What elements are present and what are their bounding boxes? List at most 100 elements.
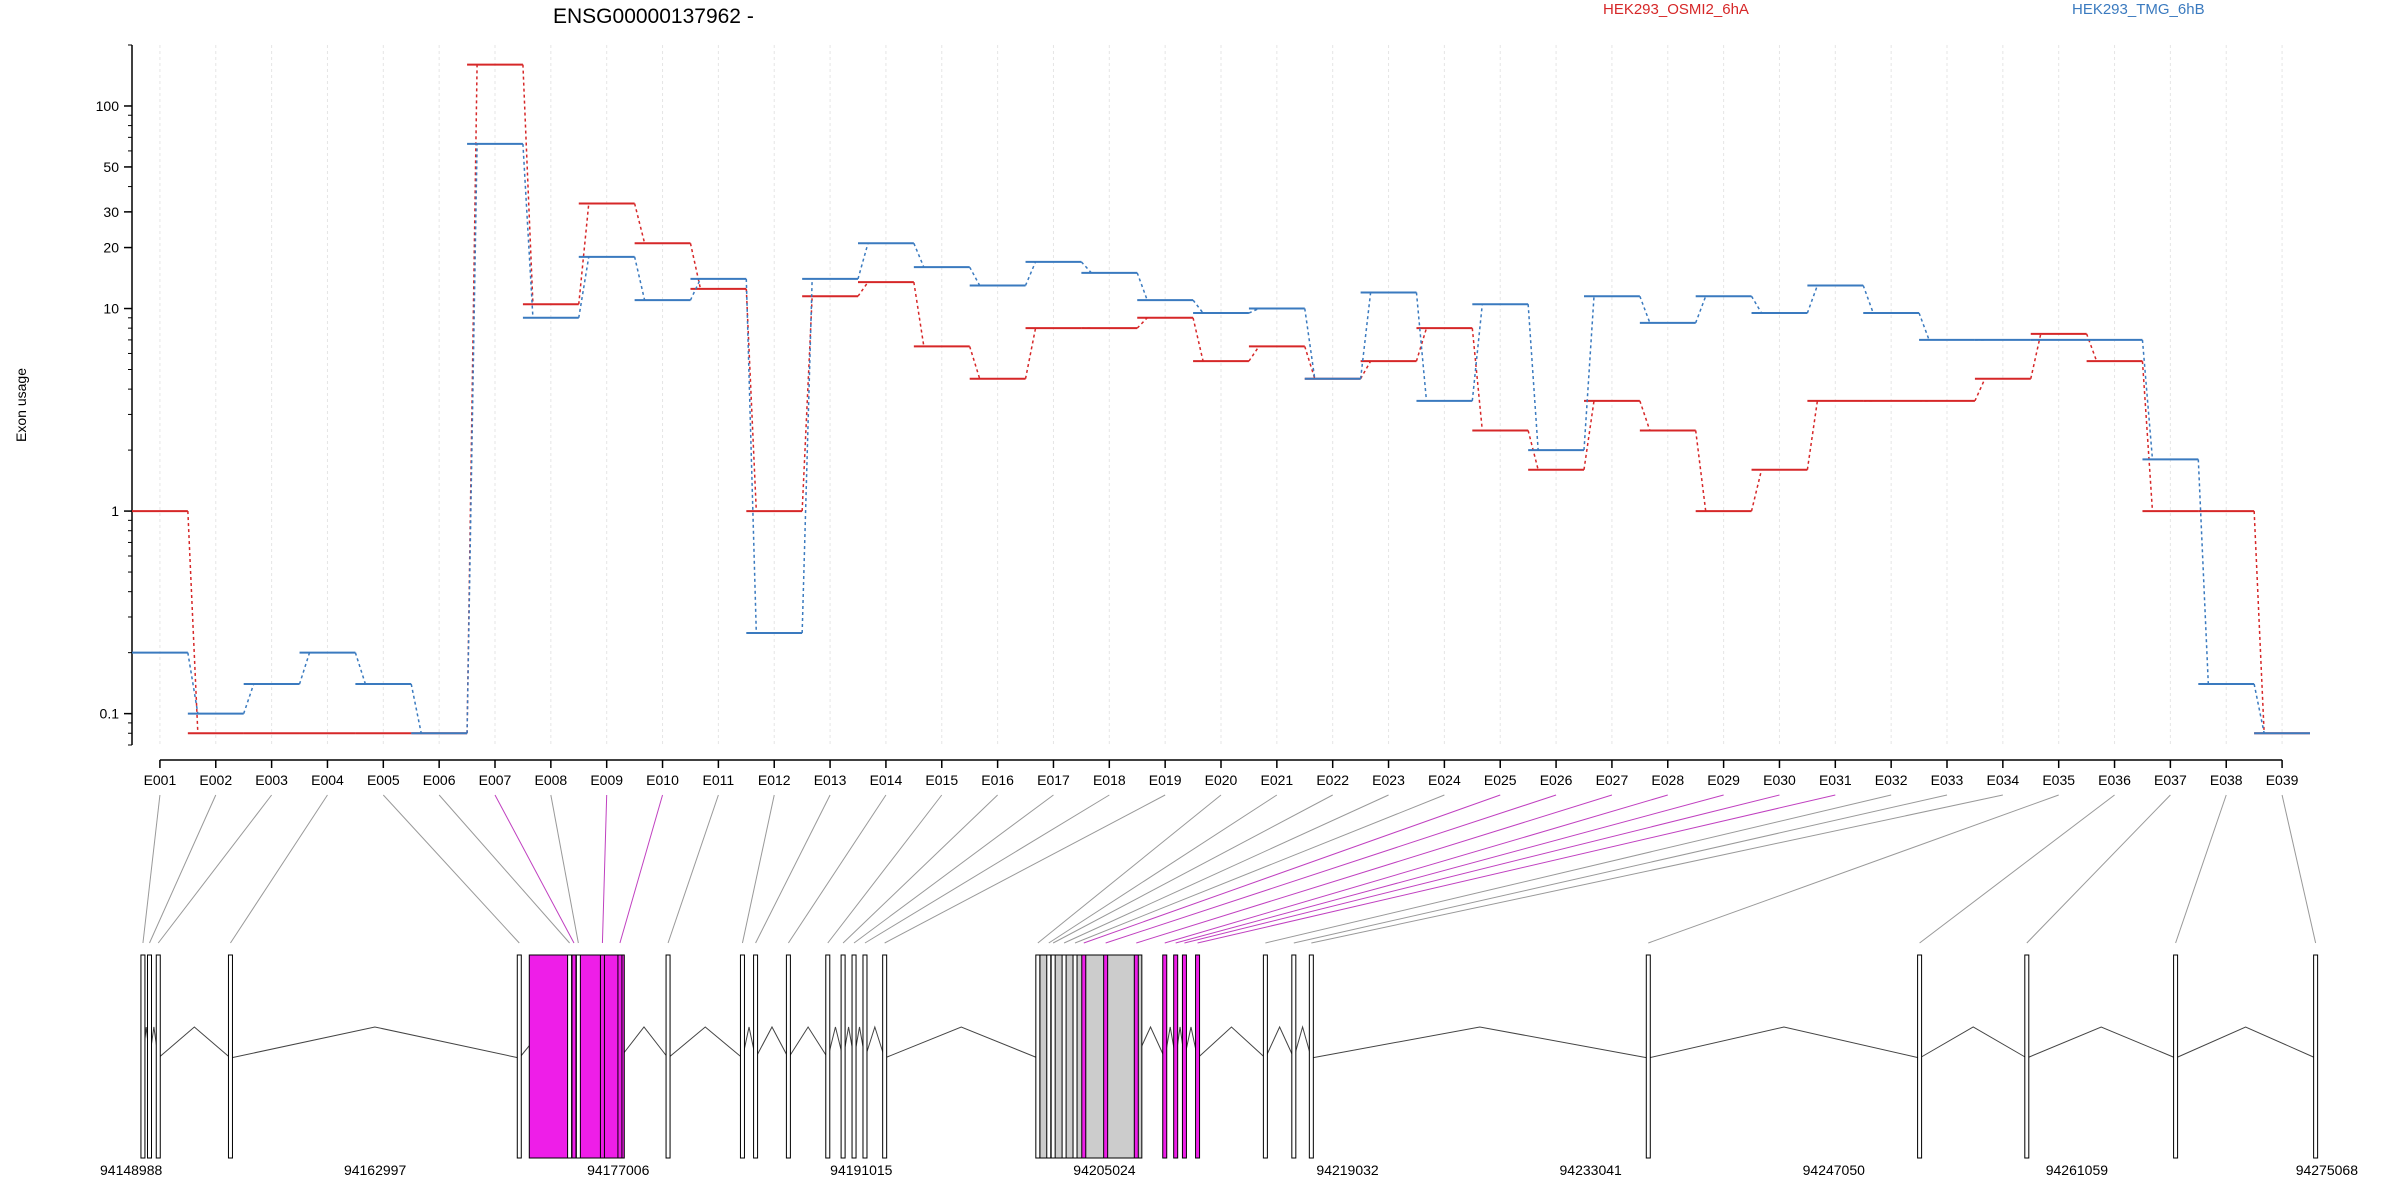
connector-E005 [382, 794, 520, 944]
exon-E039 [2313, 954, 2319, 1159]
series-1-connector [801, 296, 813, 512]
connector-E018 [864, 794, 1110, 944]
exon-label-E015: E015 [925, 772, 958, 788]
genomic-tick-label: 94233041 [1560, 1162, 1623, 1178]
series-2-connector [522, 143, 534, 318]
connector-E004 [230, 794, 328, 944]
intron-line [884, 1026, 1039, 1059]
exon-label-E002: E002 [199, 772, 232, 788]
connector-E029 [1175, 794, 1724, 944]
exon-label-E039: E039 [2266, 772, 2299, 788]
exon-label-E013: E013 [814, 772, 847, 788]
connector-E008 [550, 794, 579, 944]
exon-label-E038: E038 [2210, 772, 2243, 788]
intron-line [787, 1026, 829, 1059]
exon-label-E012: E012 [758, 772, 791, 788]
series-1-connector [745, 288, 758, 512]
series-1-connector [1304, 346, 1316, 379]
exon-E026 [1103, 954, 1109, 1159]
series-2-connector [1248, 307, 1260, 314]
series-1-connector [466, 64, 478, 734]
connector-E023 [1063, 794, 1389, 944]
series-2-connector [1192, 299, 1204, 314]
genomic-tick-label: 94275068 [2296, 1162, 2359, 1178]
series-1-connector [1415, 327, 1428, 362]
series-2-connector [1415, 292, 1428, 401]
series-1-connector [187, 511, 199, 734]
exon-label-E020: E020 [1205, 772, 1238, 788]
intron-line [1311, 1026, 1649, 1059]
connector-E013 [755, 794, 831, 944]
connector-E032 [1265, 794, 1892, 944]
exon-label-E034: E034 [1986, 772, 2019, 788]
connector-E014 [787, 794, 887, 944]
y-axis: 0.1 1 10 20 30 50 100 [96, 44, 133, 746]
connector-E010 [619, 794, 664, 944]
exon-E020 [1035, 954, 1041, 1159]
exon-connector-lines [142, 794, 2317, 944]
legend-series-1: HEK293_OSMI2_6hA [1603, 1, 1749, 18]
exon-E008 [575, 954, 581, 1159]
exon-E014 [785, 954, 791, 1159]
intron-line [667, 1026, 743, 1059]
genomic-tick-label: 94205024 [1073, 1162, 1136, 1178]
exon-block-E014 [1039, 954, 1143, 1159]
connector-E015 [827, 794, 943, 944]
exon-E017 [851, 954, 857, 1159]
y-tick-label: 20 [103, 240, 119, 256]
y-tick-label: 0.1 [100, 706, 120, 722]
exon-E034 [1308, 954, 1314, 1159]
exon-E001 [140, 954, 146, 1159]
genomic-axis: 94148988 94162997 94177006 94191015 94205024… [100, 1162, 2358, 1178]
series-2-connector [1583, 296, 1595, 451]
series-1 [132, 63, 2310, 735]
series-2-connector [2141, 339, 2154, 460]
series-2-connector [1639, 295, 1651, 324]
series-1-connector [578, 203, 590, 305]
series-2-connector [1750, 295, 1763, 314]
exon-E036 [1917, 954, 1923, 1159]
connector-E030 [1184, 794, 1780, 944]
exon-label-E021: E021 [1260, 772, 1293, 788]
connector-E038 [2175, 794, 2227, 944]
intron-line [1197, 1026, 1266, 1059]
intron-line [1919, 1026, 2028, 1059]
series-2-connector [1471, 304, 1484, 401]
y-tick-label: 50 [103, 159, 119, 175]
genomic-tick-label: 94148988 [100, 1162, 163, 1178]
exon-label-E031: E031 [1819, 772, 1852, 788]
exon-E011 [665, 954, 671, 1159]
intron-line [2026, 1026, 2176, 1059]
y-tick-label: 100 [96, 98, 120, 114]
exon-label-E005: E005 [367, 772, 400, 788]
connector-E001 [142, 794, 161, 944]
exon-E002 [147, 954, 153, 1159]
exon-label-E011: E011 [703, 772, 735, 788]
gene-model [140, 954, 2319, 1159]
legend-series-2: HEK293_TMG_6hB [2072, 1, 2205, 18]
exon-E025 [1081, 954, 1087, 1159]
series-1-connector [1750, 469, 1763, 512]
exon-label-E003: E003 [255, 772, 288, 788]
intron-line [619, 1026, 669, 1059]
connector-E025 [1083, 794, 1501, 944]
series-2-connector [913, 242, 925, 268]
series-1-connector [1694, 430, 1707, 512]
series-2-connector [801, 278, 813, 634]
series-1-connector [1974, 378, 1986, 402]
series-1-connector [2141, 361, 2154, 512]
series-2-connector [1080, 261, 1092, 274]
exon-label-E023: E023 [1372, 772, 1405, 788]
connector-E011 [667, 794, 719, 944]
series-2-connector [969, 266, 981, 286]
series-1-connector [2253, 511, 2265, 734]
exon-E022 [1050, 954, 1056, 1159]
exon-E027 [1133, 954, 1139, 1159]
genomic-tick-label: 94261059 [2046, 1162, 2109, 1178]
exon-label-E025: E025 [1484, 772, 1517, 788]
series-1-connector [1806, 400, 1819, 470]
series-2-connector [2197, 459, 2210, 685]
exon-label-E022: E022 [1316, 772, 1349, 788]
series-1-connector [1136, 317, 1148, 329]
